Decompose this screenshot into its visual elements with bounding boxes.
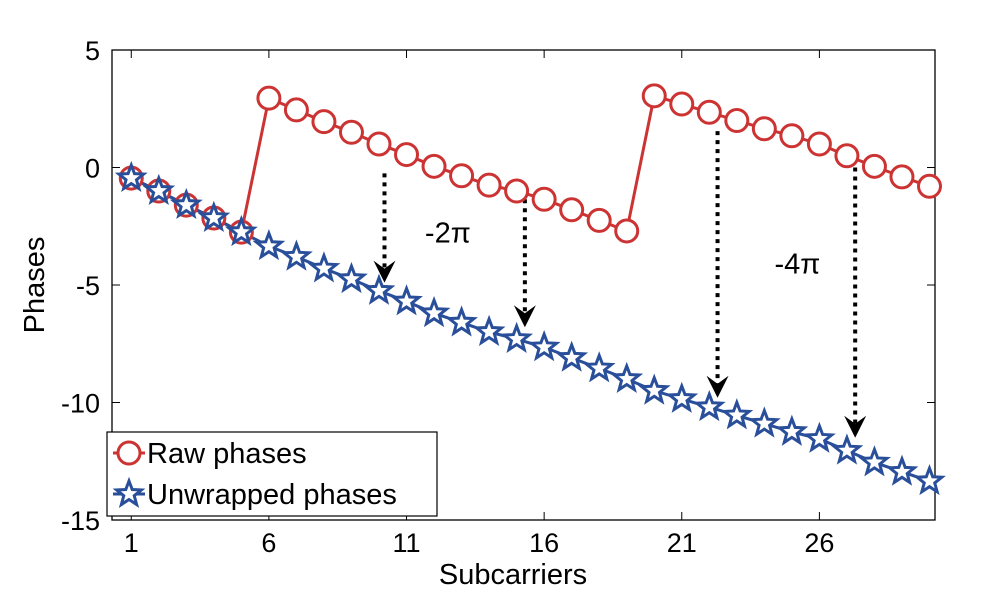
unwrapped-phase-point <box>775 414 809 446</box>
raw-phase-point <box>283 97 309 123</box>
unwrapped-phase-point <box>637 373 671 405</box>
raw-phase-point <box>751 116 777 142</box>
y-tick-label: 5 <box>85 36 100 66</box>
x-tick-label: 26 <box>804 528 834 558</box>
shift-arrow-head <box>513 305 536 328</box>
unwrapped-phase-point <box>720 398 754 430</box>
annotation-label: -4π <box>774 248 820 280</box>
unwrapped-phase-point <box>390 284 423 316</box>
raw-phase-point <box>586 207 612 233</box>
x-tick-label: 21 <box>667 528 697 558</box>
y-tick-label: -15 <box>61 506 100 536</box>
series-lines <box>130 93 930 483</box>
unwrapped-phase-point <box>610 361 644 393</box>
series-line-0 <box>130 93 930 235</box>
raw-phase-point <box>806 131 832 157</box>
annotation-label: -2π <box>425 218 471 250</box>
unwrapped-phase-point <box>114 160 148 193</box>
unwrapped-phase-point <box>830 433 864 465</box>
raw-phase-point <box>696 99 722 125</box>
unwrapped-phase-point <box>527 330 561 362</box>
raw-phase-point <box>834 143 860 169</box>
raw-phase-point <box>641 83 667 109</box>
unwrapped-phase-point <box>500 321 534 354</box>
y-axis-label: Phases <box>19 237 51 334</box>
unwrapped-phase-point <box>747 406 781 438</box>
y-tick-label: -5 <box>76 271 100 301</box>
raw-phase-point <box>366 131 392 157</box>
unwrapped-phase-point <box>169 187 203 220</box>
legend-star-marker <box>112 476 146 508</box>
shift-arrow-head <box>373 260 396 283</box>
legend: Raw phases Unwrapped phases <box>106 431 438 517</box>
unwrapped-phase-point <box>582 351 616 383</box>
raw-phase-point <box>889 164 915 190</box>
raw-phase-point <box>779 123 805 149</box>
x-axis-label: Subcarriers <box>439 559 587 591</box>
legend-label: Unwrapped phases <box>147 479 397 511</box>
y-tick-label: 0 <box>85 154 100 184</box>
raw-phase-point <box>724 108 750 133</box>
unwrapped-phase-point <box>307 251 341 283</box>
raw-phase-point <box>559 197 585 223</box>
x-tick-label: 6 <box>261 528 276 558</box>
raw-phase-point <box>256 85 282 111</box>
raw-phase-point <box>449 163 475 189</box>
unwrapped-phase-point <box>280 239 313 271</box>
shift-arrow-head <box>844 415 867 438</box>
raw-phase-point <box>861 153 887 179</box>
legend-label: Raw phases <box>147 438 307 470</box>
unwrapped-phase-point <box>417 295 451 328</box>
unwrapped-phase-point <box>197 200 231 232</box>
unwrapped-phase-point <box>913 463 946 496</box>
raw-phase-point <box>916 173 942 199</box>
unwrapped-phase-point <box>445 305 478 337</box>
legend-box <box>106 431 438 517</box>
shift-arrows <box>373 131 867 438</box>
raw-phase-point <box>504 178 530 204</box>
unwrapped-phase-point <box>692 389 726 422</box>
raw-phase-point <box>476 172 502 198</box>
raw-phase-point <box>531 186 557 212</box>
unwrapped-phase-point <box>665 381 699 413</box>
raw-phase-point <box>669 91 695 117</box>
x-tick-label: 16 <box>529 528 559 558</box>
x-tick-label: 11 <box>393 528 421 558</box>
series-markers <box>114 83 946 496</box>
raw-phase-point <box>614 218 640 244</box>
x-tick-label: 1 <box>124 528 139 558</box>
unwrapped-phase-point <box>362 273 396 305</box>
unwrapped-phase-point <box>472 314 506 346</box>
raw-phase-point <box>421 153 447 179</box>
unwrapped-phase-point <box>224 214 258 247</box>
unwrapped-phase-point <box>885 454 919 486</box>
raw-phase-point <box>394 142 420 168</box>
annotations: -2π -4π <box>425 218 820 281</box>
unwrapped-phase-point <box>252 228 286 261</box>
y-tick-label: -10 <box>61 389 100 419</box>
unwrapped-phase-point <box>555 340 589 372</box>
unwrapped-phase-point <box>335 261 368 294</box>
axis-ticks <box>112 49 935 521</box>
unwrapped-phase-point <box>142 173 176 205</box>
legend-circle-marker <box>116 440 142 466</box>
shift-arrow-head <box>706 375 729 398</box>
raw-phase-point <box>338 119 364 145</box>
unwrapped-phase-point <box>858 445 891 477</box>
unwrapped-phase-point <box>802 421 836 453</box>
raw-phase-point <box>311 109 337 135</box>
